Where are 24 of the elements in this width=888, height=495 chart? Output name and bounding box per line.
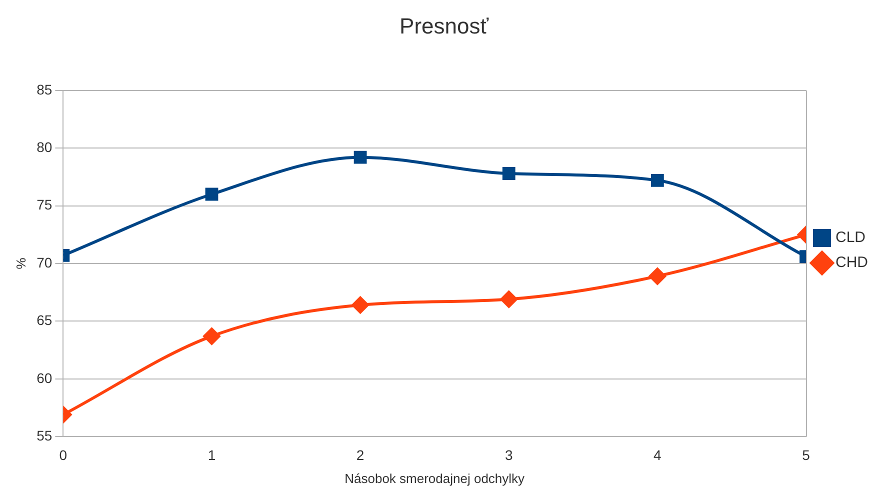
point (354, 150, 367, 164)
legend-label: CHD (836, 254, 868, 272)
x-tick-label: 3 (504, 446, 513, 463)
point (648, 268, 666, 285)
y-tick-label: 70 (36, 254, 52, 270)
point (352, 296, 369, 314)
y-tick-label: 60 (36, 370, 52, 386)
chart-title: Presnosť (400, 13, 490, 38)
y-tick-label: 55 (36, 427, 52, 444)
point (500, 290, 518, 308)
point (650, 174, 664, 187)
x-tick-label: 5 (802, 446, 810, 463)
x-tick-label: 2 (356, 446, 364, 463)
y-tick-label: 80 (36, 138, 52, 155)
x-axis-title: Násobok smerodajnej odchylky (344, 470, 526, 486)
x-tick-label: 4 (654, 446, 662, 463)
y-axis-title: % (13, 257, 28, 270)
y-tick-label: 85 (36, 81, 52, 98)
legend-label: CLD (836, 229, 866, 246)
point (502, 167, 516, 180)
x-tick-label: 1 (208, 446, 216, 463)
y-tick-label: 65 (36, 312, 52, 328)
y-tick-label: 75 (36, 196, 52, 213)
x-tick-label: 0 (59, 446, 68, 463)
